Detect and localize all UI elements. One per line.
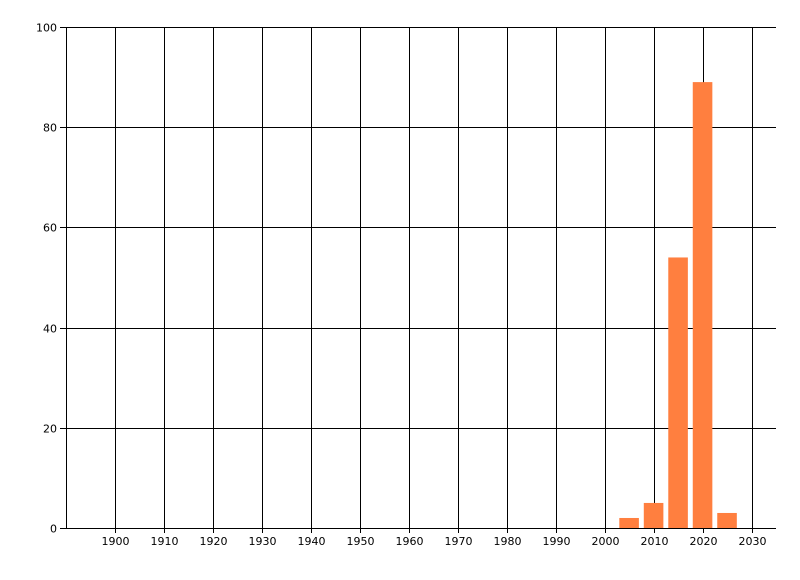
y-tick-label: 80 bbox=[43, 122, 57, 135]
y-tick-label: 20 bbox=[43, 423, 57, 436]
x-tick-label: 1990 bbox=[543, 535, 571, 548]
x-tick-label: 1910 bbox=[151, 535, 179, 548]
x-tick-label: 1940 bbox=[298, 535, 326, 548]
bar-2005 bbox=[619, 517, 639, 528]
bar-2025 bbox=[717, 512, 737, 528]
x-tick-label: 1950 bbox=[347, 535, 375, 548]
bars bbox=[619, 82, 737, 529]
x-tick-label: 2000 bbox=[592, 535, 620, 548]
grid bbox=[66, 27, 776, 533]
x-tick-label: 1980 bbox=[494, 535, 522, 548]
x-tick-label: 1960 bbox=[396, 535, 424, 548]
x-tick-label: 1900 bbox=[102, 535, 130, 548]
y-tick-label: 40 bbox=[43, 323, 57, 336]
x-tick-label: 1920 bbox=[200, 535, 228, 548]
y-tick-label: 100 bbox=[36, 22, 57, 35]
tick-labels: 0 20 40 60 80 100 1900 1910 1920 1930 1940 1950 1960… bbox=[36, 22, 767, 549]
x-tick-label: 2010 bbox=[641, 535, 669, 548]
y-tick-label: 60 bbox=[43, 222, 57, 235]
x-tick-label: 2030 bbox=[739, 535, 767, 548]
axes bbox=[60, 27, 776, 529]
bar-2015 bbox=[668, 257, 688, 528]
y-tick-label: 0 bbox=[50, 523, 57, 536]
x-tick-label: 2020 bbox=[690, 535, 718, 548]
bar-2010 bbox=[643, 502, 664, 528]
x-tick-label: 1930 bbox=[249, 535, 277, 548]
x-tick-label: 1970 bbox=[445, 535, 473, 548]
bar-2020 bbox=[692, 82, 713, 529]
